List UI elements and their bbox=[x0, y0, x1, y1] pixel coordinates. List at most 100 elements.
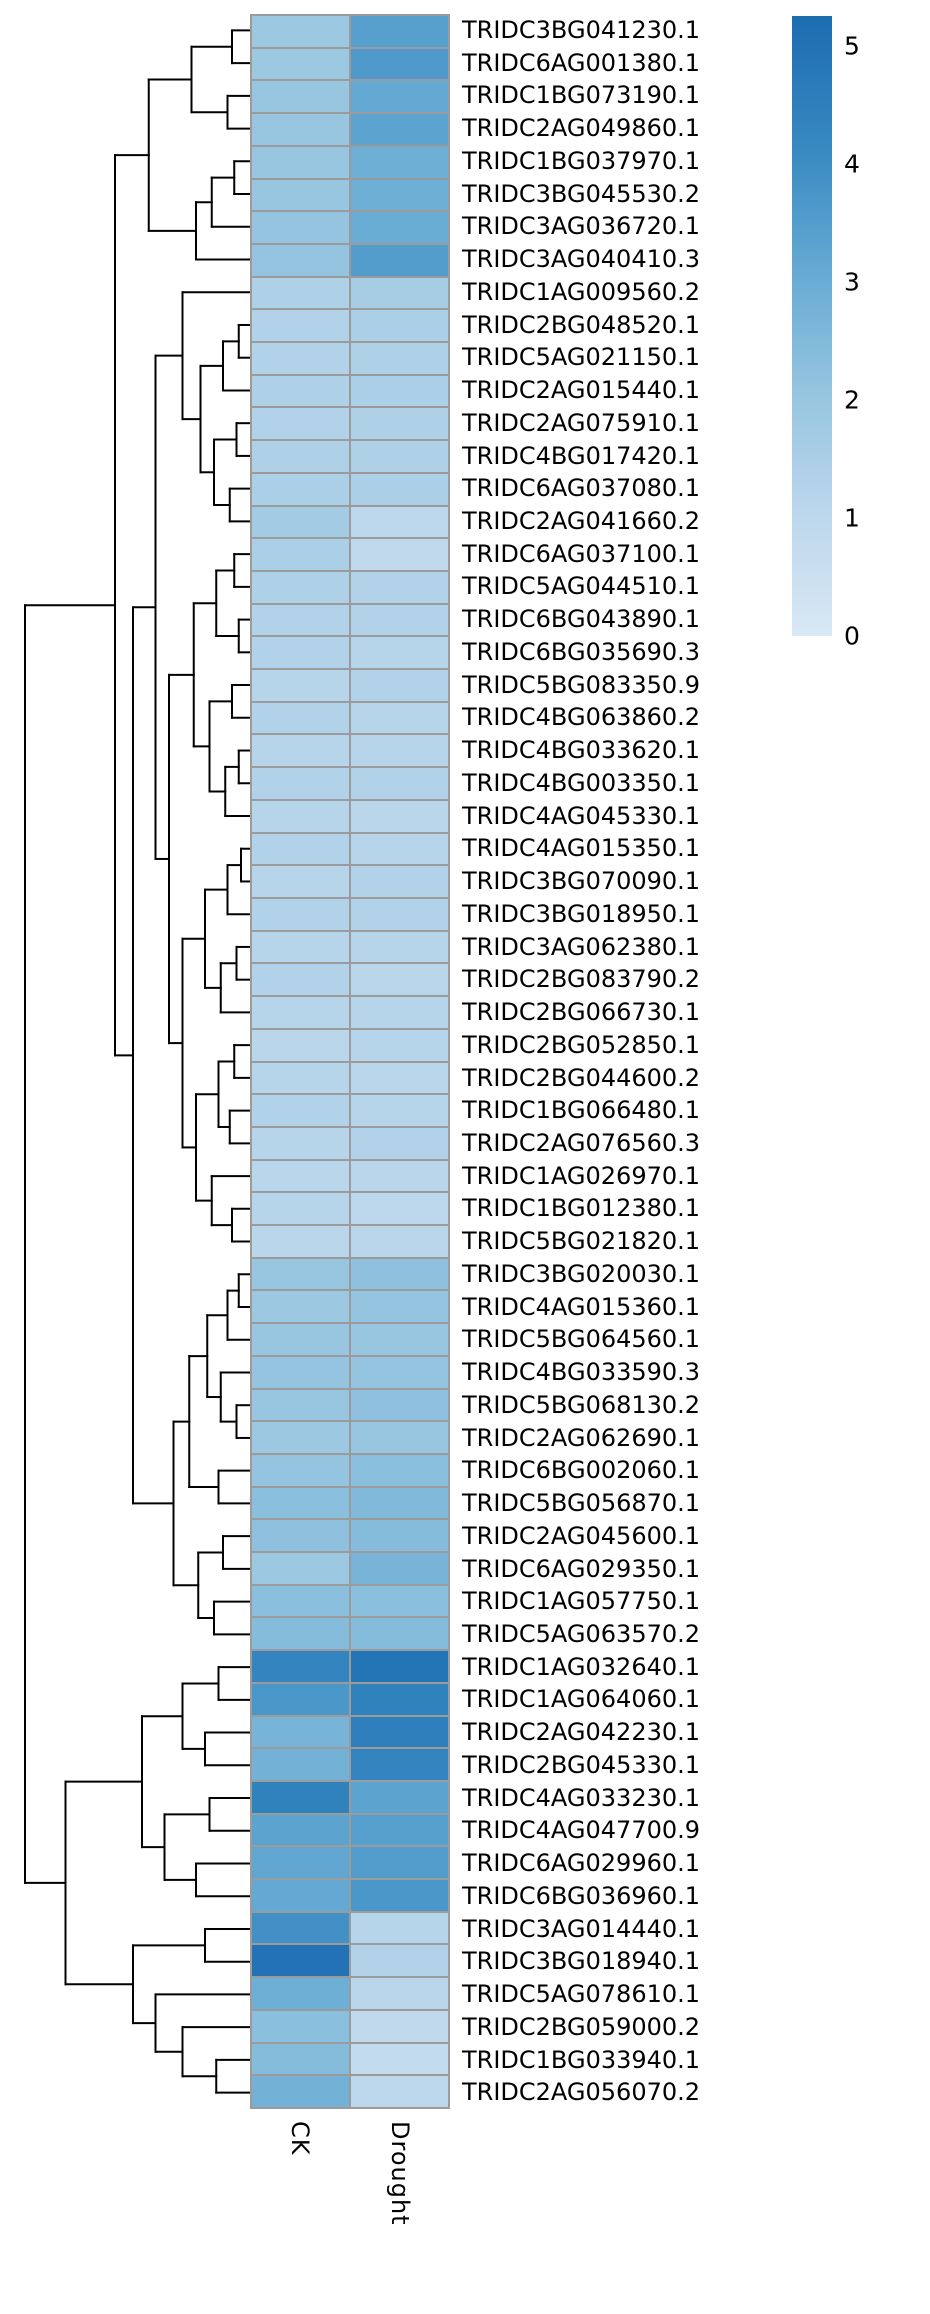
heatmap-cell-r42-c0 bbox=[252, 1389, 349, 1421]
heatmap-cell-r51-c0 bbox=[252, 1683, 349, 1715]
row-label: TRIDC4BG017420.1 bbox=[462, 441, 701, 470]
row-label: TRIDC2BG066730.1 bbox=[462, 998, 701, 1027]
heatmap-cell-r19-c0 bbox=[252, 637, 349, 669]
heatmap-cell-r14-c1 bbox=[351, 473, 448, 505]
heatmap-cell-r44-c0 bbox=[252, 1454, 349, 1486]
heatmap-cell-r58-c0 bbox=[252, 1912, 349, 1944]
heatmap-cell-r33-c1 bbox=[351, 1095, 448, 1126]
heatmap-cell-r45-c1 bbox=[351, 1487, 448, 1519]
row-label: TRIDC3BG045530.2 bbox=[462, 179, 701, 208]
row-label: TRIDC3BG018940.1 bbox=[462, 1947, 701, 1976]
heatmap-cell-r57-c0 bbox=[252, 1880, 349, 1911]
heatmap-cell-r0-c1 bbox=[351, 16, 448, 47]
row-label: TRIDC1BG066480.1 bbox=[462, 1096, 701, 1125]
heatmap-cell-r54-c0 bbox=[252, 1781, 349, 1813]
heatmap-cell-r60-c0 bbox=[252, 1978, 349, 2009]
heatmap-cell-r48-c1 bbox=[351, 1585, 448, 1617]
row-label: TRIDC3BG041230.1 bbox=[462, 16, 701, 44]
heatmap-cell-r59-c0 bbox=[252, 1945, 349, 1977]
row-label: TRIDC1BG037970.1 bbox=[462, 146, 701, 175]
heatmap-cell-r10-c1 bbox=[351, 343, 448, 374]
row-label: TRIDC4AG015360.1 bbox=[462, 1292, 701, 1321]
heatmap-cell-r12-c1 bbox=[351, 408, 448, 440]
row-label: TRIDC2BG052850.1 bbox=[462, 1030, 701, 1059]
heatmap-cell-r18-c1 bbox=[351, 604, 448, 636]
heatmap-cell-r18-c0 bbox=[252, 604, 349, 636]
heatmap-cell-r29-c1 bbox=[351, 964, 448, 996]
heatmap-cell-r44-c1 bbox=[351, 1454, 448, 1486]
row-label: TRIDC2AG041660.2 bbox=[462, 507, 701, 536]
heatmap-cell-r49-c1 bbox=[351, 1618, 448, 1650]
heatmap-cell-r57-c1 bbox=[351, 1880, 448, 1911]
row-label: TRIDC4AG015350.1 bbox=[462, 834, 701, 863]
row-label: TRIDC2BG059000.2 bbox=[462, 2012, 701, 2041]
heatmap-cell-r61-c1 bbox=[351, 2010, 448, 2042]
heatmap-cell-r5-c0 bbox=[252, 179, 349, 211]
row-label: TRIDC1AG064060.1 bbox=[462, 1685, 701, 1714]
row-label: TRIDC2AG075910.1 bbox=[462, 408, 701, 437]
heatmap-cell-r47-c1 bbox=[351, 1553, 448, 1584]
heatmap-cell-r1-c1 bbox=[351, 48, 448, 80]
heatmap-cell-r62-c1 bbox=[351, 2043, 448, 2075]
heatmap-cell-r38-c1 bbox=[351, 1258, 448, 1290]
heatmap-cell-r52-c0 bbox=[252, 1716, 349, 1748]
row-label: TRIDC5AG063570.2 bbox=[462, 1619, 701, 1648]
heatmap-cell-r15-c0 bbox=[252, 506, 349, 538]
heatmap-cell-r32-c1 bbox=[351, 1062, 448, 1094]
row-label: TRIDC2AG062690.1 bbox=[462, 1423, 701, 1452]
heatmap-cell-r36-c1 bbox=[351, 1193, 448, 1225]
heatmap-cell-r1-c0 bbox=[252, 48, 349, 80]
heatmap-cell-r53-c1 bbox=[351, 1749, 448, 1780]
row-label: TRIDC1AG009560.2 bbox=[462, 277, 701, 306]
row-label: TRIDC6AG001380.1 bbox=[462, 48, 701, 77]
row-label: TRIDC3BG018950.1 bbox=[462, 899, 701, 928]
heatmap-cell-r28-c0 bbox=[252, 931, 349, 963]
heatmap-cell-r38-c0 bbox=[252, 1258, 349, 1290]
heatmap-cell-r59-c1 bbox=[351, 1945, 448, 1977]
heatmap-cell-r24-c0 bbox=[252, 800, 349, 832]
colorbar bbox=[792, 16, 832, 636]
heatmap-cell-r41-c0 bbox=[252, 1356, 349, 1388]
row-label: TRIDC5AG078610.1 bbox=[462, 1980, 701, 2009]
colorbar-tick-label: 2 bbox=[844, 385, 860, 415]
heatmap-cell-r34-c1 bbox=[351, 1127, 448, 1159]
row-label: TRIDC3BG070090.1 bbox=[462, 867, 701, 896]
heatmap-cell-r9-c0 bbox=[252, 310, 349, 342]
heatmap-cell-r60-c1 bbox=[351, 1978, 448, 2009]
heatmap-cell-r56-c1 bbox=[351, 1847, 448, 1879]
row-label: TRIDC4AG033230.1 bbox=[462, 1783, 701, 1812]
heatmap-cell-r41-c1 bbox=[351, 1356, 448, 1388]
heatmap-cell-r62-c0 bbox=[252, 2043, 349, 2075]
heatmap-cell-r20-c0 bbox=[252, 670, 349, 701]
row-label: TRIDC1AG032640.1 bbox=[462, 1652, 701, 1681]
heatmap-cell-r43-c0 bbox=[252, 1422, 349, 1453]
row-label: TRIDC6AG037100.1 bbox=[462, 539, 701, 568]
heatmap-cell-r16-c1 bbox=[351, 539, 448, 570]
row-label: TRIDC1BG073190.1 bbox=[462, 81, 701, 110]
row-label: TRIDC5BG021820.1 bbox=[462, 1227, 701, 1256]
row-label: TRIDC5AG021150.1 bbox=[462, 343, 701, 372]
heatmap-cell-r49-c0 bbox=[252, 1618, 349, 1650]
row-label: TRIDC2AG076560.3 bbox=[462, 1128, 701, 1157]
row-label: TRIDC2AG049860.1 bbox=[462, 114, 701, 143]
row-label: TRIDC3AG014440.1 bbox=[462, 1914, 701, 1943]
row-label: TRIDC6BG035690.3 bbox=[462, 637, 701, 666]
heatmap-cell-r35-c0 bbox=[252, 1160, 349, 1192]
heatmap-cell-r32-c0 bbox=[252, 1062, 349, 1094]
row-label: TRIDC2BG045330.1 bbox=[462, 1750, 701, 1779]
colorbar-tick-label: 4 bbox=[844, 149, 860, 179]
heatmap-cell-r28-c1 bbox=[351, 931, 448, 963]
heatmap-cell-r23-c0 bbox=[252, 768, 349, 799]
row-label: TRIDC1AG026970.1 bbox=[462, 1161, 701, 1190]
row-label: TRIDC4AG047700.9 bbox=[462, 1816, 701, 1845]
heatmap-cell-r3-c1 bbox=[351, 114, 448, 145]
heatmap-cell-r24-c1 bbox=[351, 800, 448, 832]
heatmap-cell-r4-c1 bbox=[351, 146, 448, 178]
heatmap-cell-r63-c0 bbox=[252, 2076, 349, 2107]
heatmap-cell-r31-c1 bbox=[351, 1029, 448, 1061]
heatmap-cell-r6-c1 bbox=[351, 212, 448, 243]
heatmap-cell-r34-c0 bbox=[252, 1127, 349, 1159]
heatmap-cell-r35-c1 bbox=[351, 1160, 448, 1192]
heatmap-cell-r42-c1 bbox=[351, 1389, 448, 1421]
row-label: TRIDC1BG012380.1 bbox=[462, 1194, 701, 1223]
